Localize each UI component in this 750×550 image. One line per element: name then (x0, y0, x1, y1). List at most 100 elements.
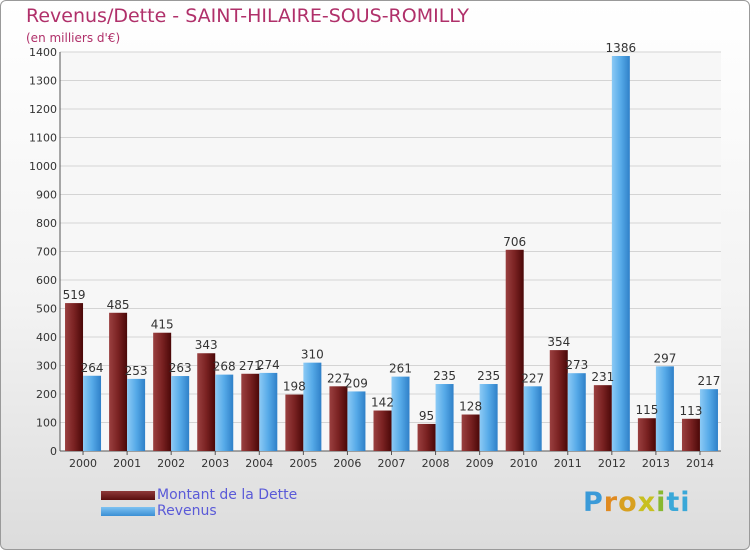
x-tick-label: 2012 (598, 457, 626, 470)
data-label-revenue: 274 (257, 358, 280, 372)
bar-debt (65, 303, 84, 451)
data-label-debt: 95 (419, 409, 434, 423)
logo-letter: i (656, 487, 667, 518)
legend-swatch-revenue (101, 507, 155, 516)
bar-debt (153, 332, 172, 451)
y-tick-label: 700 (36, 246, 57, 259)
data-label-debt: 227 (327, 371, 350, 385)
bar-debt (637, 418, 656, 451)
legend-label-debt: Montant de la Dette (157, 487, 298, 503)
x-tick-label: 2008 (422, 457, 450, 470)
data-label-revenue: 261 (389, 362, 412, 376)
bar-revenue (699, 389, 718, 451)
x-tick-label: 2001 (113, 457, 141, 470)
x-tick-label: 2005 (289, 457, 317, 470)
bar-revenue (259, 372, 278, 451)
data-label-debt: 271 (239, 359, 262, 373)
legend-swatch-debt (101, 491, 155, 500)
y-tick-label: 200 (36, 388, 57, 401)
x-tick-label: 2010 (510, 457, 538, 470)
y-tick-label: 1400 (29, 46, 57, 59)
data-label-revenue: 227 (521, 371, 544, 385)
x-tick-label: 2006 (333, 457, 361, 470)
x-tick-label: 2002 (157, 457, 185, 470)
data-label-revenue: 235 (433, 369, 456, 383)
bar-revenue (523, 386, 542, 451)
data-label-debt: 142 (371, 396, 394, 410)
bar-revenue (391, 376, 410, 451)
bar-debt (461, 414, 480, 451)
bar-revenue (347, 391, 366, 451)
bar-revenue (83, 375, 102, 451)
chart-title: Revenus/Dette - SAINT-HILAIRE-SOUS-ROMIL… (26, 5, 469, 27)
bar-revenue (611, 55, 630, 452)
bar-debt (373, 410, 392, 451)
data-label-revenue: 253 (125, 364, 148, 378)
bar-revenue (171, 376, 190, 451)
logo-letter: x (637, 487, 657, 518)
data-label-debt: 231 (591, 370, 614, 384)
y-tick-label: 800 (36, 217, 57, 230)
x-tick-label: 2003 (201, 457, 229, 470)
data-label-revenue: 217 (698, 374, 721, 388)
bar-debt (417, 423, 436, 451)
logo-letter: o (618, 487, 638, 518)
data-label-revenue: 264 (81, 361, 104, 375)
bar-debt (109, 312, 128, 451)
data-label-revenue: 310 (301, 348, 324, 362)
bar-revenue (655, 366, 674, 451)
y-tick-label: 500 (36, 303, 57, 316)
bar-revenue (567, 373, 586, 451)
data-label-debt: 113 (680, 404, 703, 418)
data-label-revenue: 235 (477, 369, 500, 383)
bar-revenue (127, 378, 146, 451)
data-label-revenue: 209 (345, 376, 368, 390)
y-tick-label: 1300 (29, 75, 57, 88)
data-label-debt: 706 (503, 235, 526, 249)
data-label-revenue: 1386 (606, 41, 637, 55)
data-label-revenue: 263 (169, 361, 192, 375)
y-tick-label: 1200 (29, 103, 57, 116)
legend-label-revenue: Revenus (157, 503, 217, 519)
proxiti-logo: Proxiti (583, 487, 691, 518)
x-tick-label: 2007 (378, 457, 406, 470)
y-tick-label: 1100 (29, 132, 57, 145)
bar-revenue (303, 362, 322, 451)
data-label-revenue: 297 (653, 351, 676, 365)
bar-debt (329, 386, 348, 451)
data-label-revenue: 268 (213, 360, 236, 374)
bar-revenue (435, 384, 454, 451)
y-tick-label: 300 (36, 360, 57, 373)
bar-debt (593, 385, 612, 451)
x-tick-label: 2004 (245, 457, 273, 470)
bar-revenue (479, 384, 498, 451)
x-tick-label: 2013 (642, 457, 670, 470)
bar-debt (549, 350, 568, 451)
data-label-debt: 354 (547, 335, 570, 349)
chart-subtitle: (en milliers d'€) (26, 31, 121, 45)
x-tick-label: 2011 (554, 457, 582, 470)
y-tick-label: 400 (36, 331, 57, 344)
bar-debt (197, 353, 216, 451)
data-label-debt: 115 (635, 403, 658, 417)
bar-debt (285, 394, 304, 451)
x-tick-label: 2009 (466, 457, 494, 470)
data-label-debt: 198 (283, 380, 306, 394)
logo-letter: P (583, 487, 604, 518)
bar-debt (681, 418, 700, 451)
y-tick-label: 1000 (29, 160, 57, 173)
data-label-debt: 519 (63, 288, 86, 302)
data-label-debt: 485 (107, 298, 130, 312)
logo-letter: r (603, 487, 619, 518)
bar-debt (241, 373, 260, 451)
x-tick-label: 2014 (686, 457, 714, 470)
data-label-debt: 343 (195, 338, 218, 352)
data-label-debt: 415 (151, 318, 174, 332)
x-tick-label: 2000 (69, 457, 97, 470)
logo-letter: ti (666, 487, 691, 518)
y-tick-label: 600 (36, 274, 57, 287)
y-tick-label: 900 (36, 189, 57, 202)
y-tick-label: 100 (36, 417, 57, 430)
